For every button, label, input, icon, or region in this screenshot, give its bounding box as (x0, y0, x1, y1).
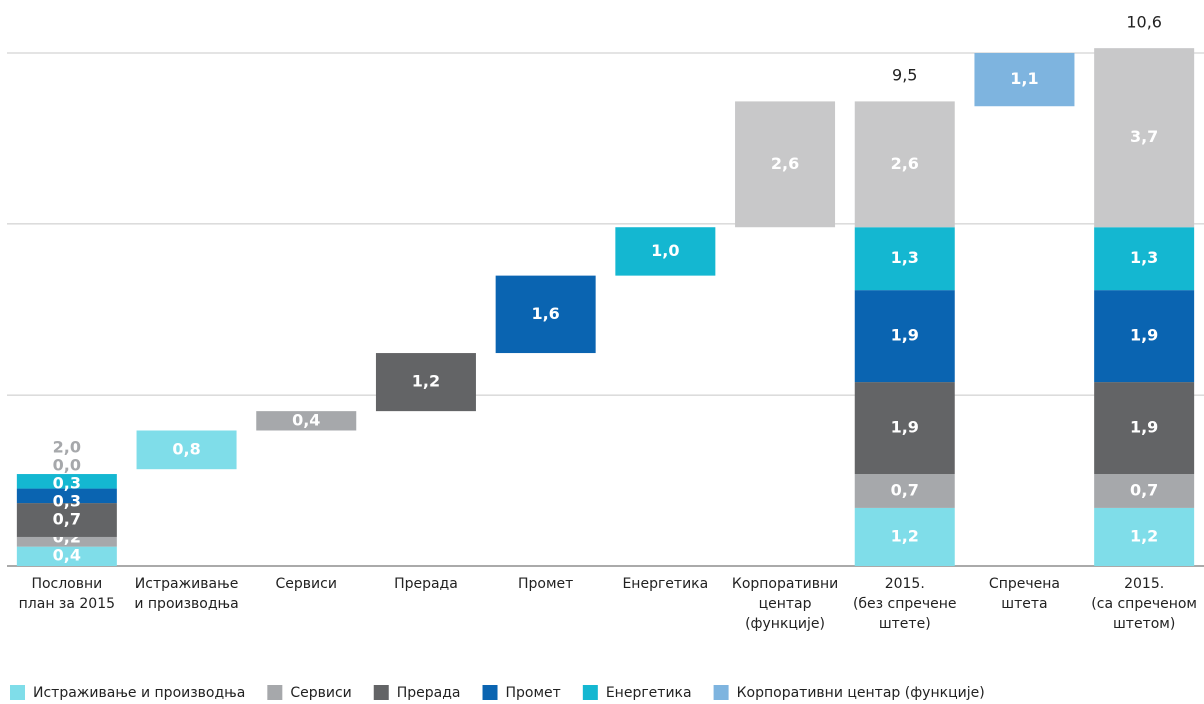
bar-segment (16, 503, 117, 537)
bar-segment (495, 275, 596, 354)
x-tick-label: Спречена (989, 576, 1060, 592)
value-label: 1,2 (412, 372, 440, 391)
value-label: 0,7 (53, 510, 81, 529)
bar-segment (256, 411, 357, 431)
value-label: 3,7 (1130, 127, 1158, 146)
value-label: 1,9 (891, 418, 919, 437)
legend-swatch (482, 685, 498, 700)
bar-segment (1094, 48, 1195, 228)
x-tick-label: (функције) (745, 616, 825, 632)
x-tick-label: Промет (518, 576, 573, 592)
legend-label: Истраживање и производња (33, 685, 245, 701)
legend-swatch (713, 685, 729, 700)
x-tick-label: штета (1001, 596, 1047, 612)
bar-segment (375, 353, 476, 412)
x-tick-label: (без спречене (853, 596, 957, 612)
value-label: 1,0 (651, 241, 679, 260)
legend-swatch (10, 685, 25, 700)
value-label: 1,1 (1010, 69, 1038, 88)
value-label: 1,2 (1130, 526, 1158, 545)
x-tick-label: Енергетика (622, 576, 708, 592)
bar-segment (136, 430, 237, 470)
bar-segment (1094, 227, 1195, 291)
legend-label: Прерада (397, 685, 461, 701)
bar-segment (854, 507, 955, 566)
value-label: 0,7 (891, 480, 919, 499)
total-label: 2,0 (53, 438, 81, 457)
bar-segment (16, 488, 117, 504)
value-label: 1,9 (1130, 418, 1158, 437)
bar-segment (1094, 382, 1195, 475)
x-tick-label: 2015. (1124, 576, 1164, 592)
bar-segment (854, 382, 955, 475)
x-tick-label: Корпоративни (732, 576, 838, 592)
legend-label: Енергетика (606, 685, 692, 701)
value-label: 2,6 (891, 154, 919, 173)
bar-segment (1094, 290, 1195, 383)
value-label: 0,3 (53, 474, 81, 493)
total-label: 9,5 (892, 66, 917, 85)
bar-segment (1094, 507, 1195, 566)
bar-segment (16, 536, 117, 547)
x-tick-label: Сервиси (276, 576, 337, 592)
value-label: 0,7 (1130, 480, 1158, 499)
bar-segment (16, 546, 117, 566)
legend-swatch (373, 685, 389, 700)
x-tick-label: штетом) (1113, 616, 1175, 632)
value-label: 0,3 (53, 492, 81, 511)
value-label: 0,8 (172, 439, 200, 458)
x-tick-label: Прерада (394, 576, 458, 592)
legend-swatch (582, 685, 598, 700)
value-label: 1,3 (891, 248, 919, 267)
bar-segment (854, 227, 955, 291)
total-label: 10,6 (1126, 13, 1162, 32)
bar-segment (854, 101, 955, 228)
value-label: 1,2 (891, 526, 919, 545)
value-label: 1,9 (891, 326, 919, 345)
x-tick-label: центар (759, 596, 812, 612)
x-tick-label: Пословни (31, 576, 102, 592)
value-label: 0,4 (53, 546, 81, 565)
bar-segment (1094, 474, 1195, 508)
value-label: 0,4 (292, 410, 320, 429)
x-tick-label: (са спреченом (1091, 596, 1197, 612)
value-label: 2,6 (771, 154, 799, 173)
bar-segment (735, 101, 836, 228)
legend-label: Сервиси (290, 685, 351, 701)
legend-swatch (267, 685, 283, 700)
legend-label: Корпоративни центар (функције) (737, 685, 985, 701)
x-tick-label: штете) (879, 616, 931, 632)
bar-segment (974, 53, 1075, 107)
value-label: 1,9 (1130, 326, 1158, 345)
x-tick-label: 2015. (885, 576, 925, 592)
bar-segment (16, 474, 117, 489)
bar-segment (854, 290, 955, 383)
legend-label: Промет (506, 685, 561, 701)
bar-segment (854, 474, 955, 508)
value-label: 0,0 (53, 456, 81, 475)
bar-segment (615, 227, 716, 276)
value-label: 1,6 (531, 304, 559, 323)
x-tick-label: Истраживање (135, 576, 239, 592)
x-tick-label: план за 2015 (19, 596, 115, 612)
value-label: 1,3 (1130, 248, 1158, 267)
x-tick-label: и производња (134, 596, 238, 612)
